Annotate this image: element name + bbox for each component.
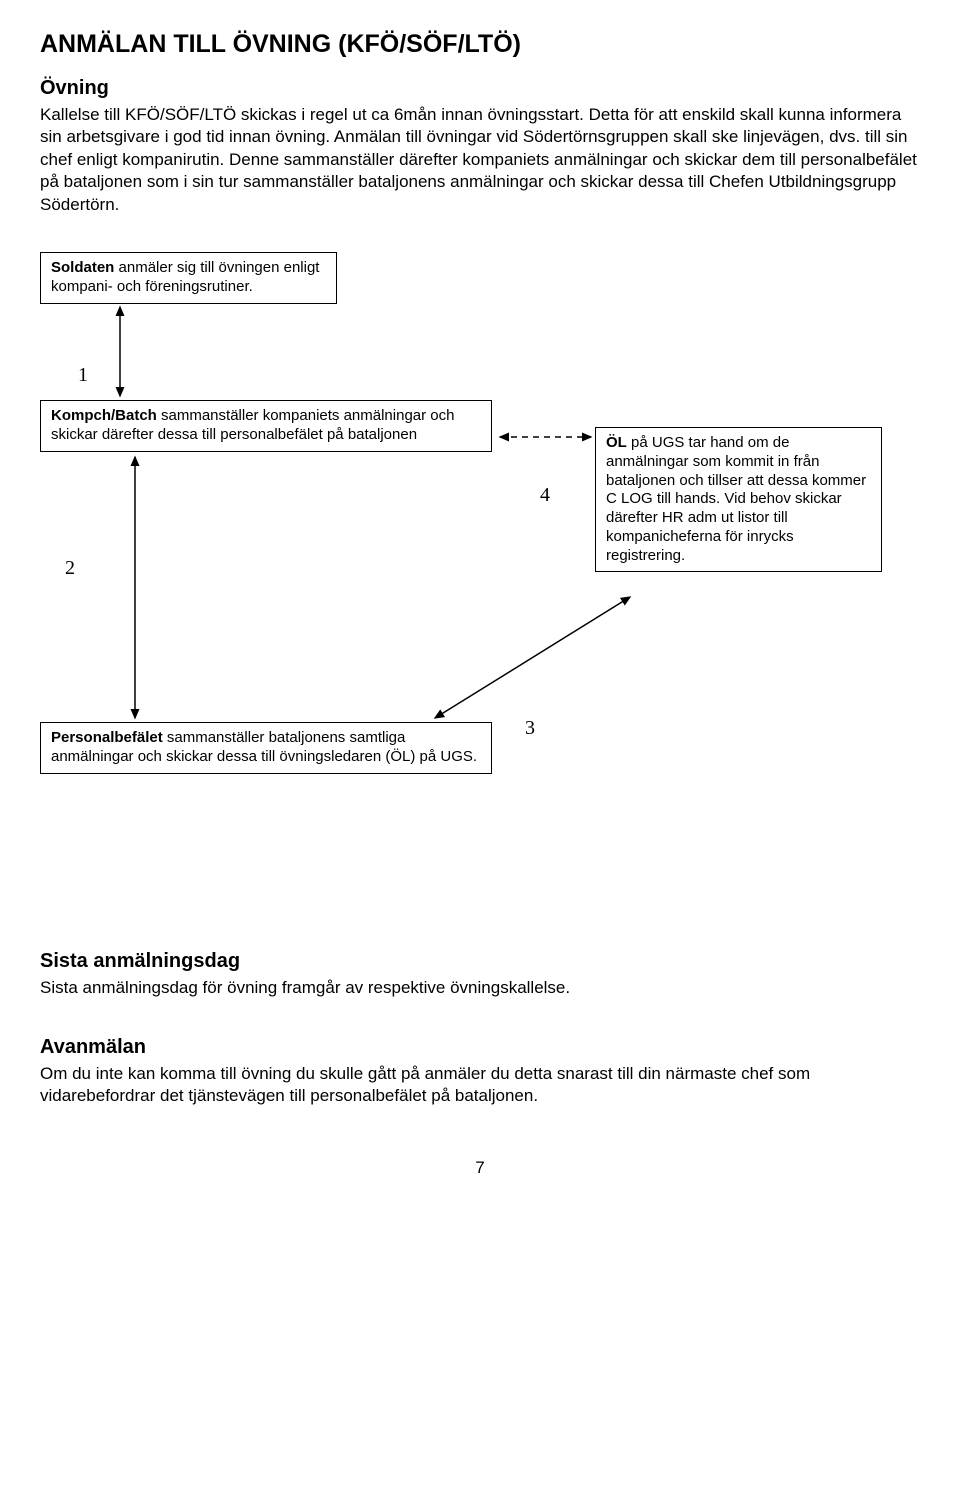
sista-body: Sista anmälningsdag för övning framgår a… — [40, 977, 920, 999]
section-sista: Sista anmälningsdag Sista anmälningsdag … — [40, 950, 920, 999]
sista-heading: Sista anmälningsdag — [40, 950, 920, 973]
box4-bold: ÖL — [606, 434, 627, 451]
section-ovning: Övning Kallelse till KFÖ/SÖF/LTÖ skickas… — [40, 77, 920, 216]
diagram-number-3: 3 — [525, 717, 535, 740]
section-avanmalan: Avanmälan Om du inte kan komma till övni… — [40, 1036, 920, 1108]
page-number: 7 — [40, 1158, 920, 1178]
diagram-box-soldaten: Soldaten anmäler sig till övningen enlig… — [40, 252, 337, 304]
diagram-number-1: 1 — [78, 364, 88, 387]
diagram-arrows — [40, 252, 920, 912]
box1-bold: Soldaten — [51, 259, 114, 276]
avanmalan-body: Om du inte kan komma till övning du skul… — [40, 1063, 920, 1108]
box4-rest: på UGS tar hand om de anmälningar som ko… — [606, 434, 866, 564]
ovning-heading: Övning — [40, 77, 920, 100]
diagram-box-ol-ugs: ÖL på UGS tar hand om de anmälningar som… — [595, 427, 882, 572]
diagram-number-4: 4 — [540, 484, 550, 507]
ovning-body: Kallelse till KFÖ/SÖF/LTÖ skickas i rege… — [40, 104, 920, 216]
page-title: ANMÄLAN TILL ÖVNING (KFÖ/SÖF/LTÖ) — [40, 30, 920, 59]
diagram-box-kompch: Kompch/Batch sammanställer kompaniets an… — [40, 400, 492, 452]
avanmalan-heading: Avanmälan — [40, 1036, 920, 1059]
flow-diagram: Soldaten anmäler sig till övningen enlig… — [40, 252, 920, 912]
box3-bold: Personalbefälet — [51, 729, 163, 746]
diagram-box-personalbefalet: Personalbefälet sammanställer bataljonen… — [40, 722, 492, 774]
diagram-number-2: 2 — [65, 557, 75, 580]
box2-bold: Kompch/Batch — [51, 407, 157, 424]
